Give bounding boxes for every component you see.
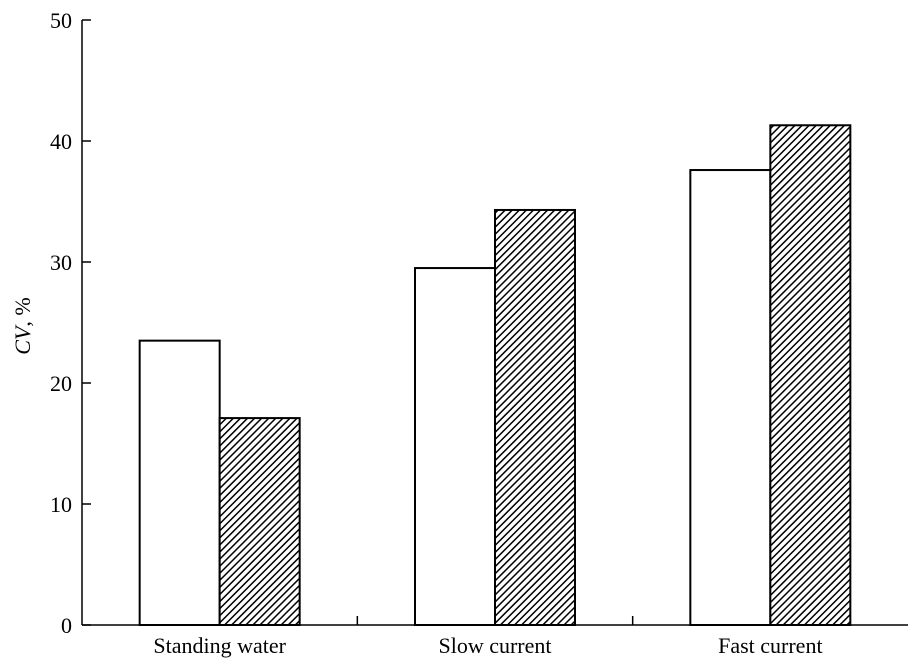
bar-hatched <box>494 208 576 626</box>
y-axis: 0 10 20 30 40 50 <box>50 8 91 638</box>
y-tick-label: 20 <box>50 371 72 396</box>
x-category-label: Slow current <box>438 633 551 658</box>
x-category-label: Standing water <box>153 633 286 658</box>
x-axis: Standing water Slow current Fast current <box>82 616 908 658</box>
y-tick-label: 10 <box>50 492 72 517</box>
bar-open <box>138 339 221 626</box>
bar-hatched <box>218 417 301 626</box>
y-tick-label: 0 <box>61 613 72 638</box>
bar-open <box>414 267 496 626</box>
y-tick-label: 30 <box>50 250 72 275</box>
y-tick-label: 40 <box>50 129 72 154</box>
x-category-label: Fast current <box>718 633 822 658</box>
y-tick-label: 50 <box>50 8 72 33</box>
bars-group <box>138 124 852 627</box>
bar-hatched <box>769 124 852 627</box>
y-axis-title: CV, % <box>10 297 35 354</box>
bar-open <box>689 169 772 626</box>
